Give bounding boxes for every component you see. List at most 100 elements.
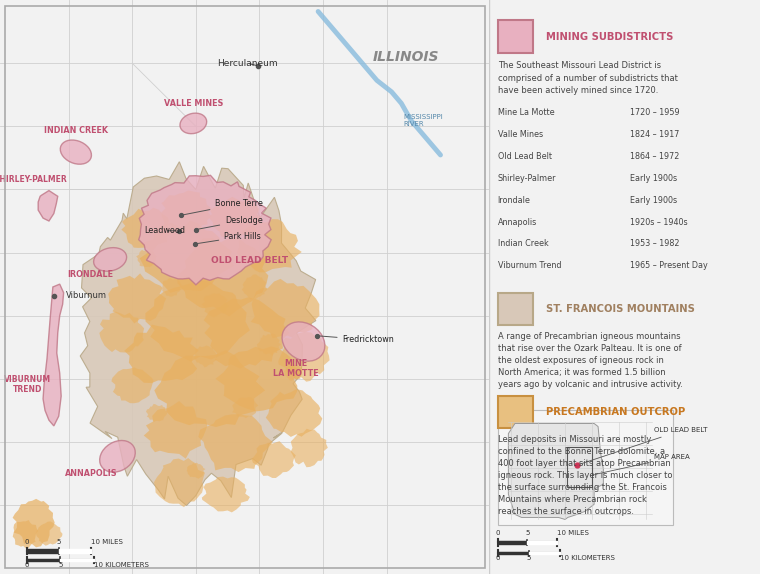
Text: Leadwood: Leadwood	[144, 226, 185, 235]
Text: INDIAN CREEK: INDIAN CREEK	[44, 126, 108, 135]
Text: 5: 5	[58, 561, 62, 568]
Ellipse shape	[100, 440, 135, 472]
Text: Fredricktown: Fredricktown	[320, 335, 394, 344]
Polygon shape	[140, 220, 234, 293]
Ellipse shape	[282, 322, 325, 361]
Text: MINING SUBDISTRICTS: MINING SUBDISTRICTS	[546, 32, 673, 42]
Text: 5: 5	[525, 530, 530, 536]
Text: OLD LEAD BELT: OLD LEAD BELT	[580, 428, 708, 464]
Polygon shape	[291, 429, 328, 467]
Polygon shape	[278, 332, 330, 382]
Polygon shape	[177, 237, 268, 316]
Text: MINE
LA MOTTE: MINE LA MOTTE	[274, 359, 319, 378]
Text: A range of Precambrian igneous mountains
that rise over the Ozark Palteau. It is: A range of Precambrian igneous mountains…	[498, 332, 682, 389]
Polygon shape	[508, 424, 603, 519]
Polygon shape	[108, 273, 166, 324]
Polygon shape	[257, 333, 281, 356]
FancyBboxPatch shape	[498, 410, 673, 525]
Polygon shape	[112, 367, 154, 404]
Text: Annapolis: Annapolis	[498, 218, 537, 227]
Polygon shape	[36, 521, 62, 546]
Text: The Southeast Missouri Lead District is
comprised of a number of subdistricts th: The Southeast Missouri Lead District is …	[498, 61, 677, 95]
Text: ILLINOIS: ILLINOIS	[373, 51, 439, 64]
Polygon shape	[251, 279, 319, 338]
Text: 10 KILOMETERS: 10 KILOMETERS	[560, 555, 615, 561]
Text: Lead deposits in Missouri are mostly
confined to the Bonne Terre dolomite, a
400: Lead deposits in Missouri are mostly con…	[498, 435, 672, 517]
Text: MISSISSIPPI
RIVER: MISSISSIPPI RIVER	[404, 114, 444, 127]
Text: 1953 – 1982: 1953 – 1982	[630, 239, 679, 249]
Polygon shape	[202, 476, 250, 513]
Text: MAP AREA: MAP AREA	[594, 455, 690, 475]
Text: Bonne Terre: Bonne Terre	[184, 199, 263, 215]
Text: ANNAPOLIS: ANNAPOLIS	[65, 469, 118, 478]
Polygon shape	[13, 520, 38, 548]
Ellipse shape	[180, 113, 207, 134]
Polygon shape	[154, 350, 265, 427]
Text: Early 1900s: Early 1900s	[630, 196, 677, 205]
FancyBboxPatch shape	[498, 293, 533, 325]
Text: 1920s – 1940s: 1920s – 1940s	[630, 218, 688, 227]
Text: 10 MILES: 10 MILES	[90, 539, 122, 545]
Text: 1864 – 1972: 1864 – 1972	[630, 152, 679, 161]
Polygon shape	[209, 197, 261, 238]
Text: PRECAMBRIAN OUTCROP: PRECAMBRIAN OUTCROP	[546, 407, 686, 417]
Text: VIBURNUM
TREND: VIBURNUM TREND	[4, 375, 51, 394]
Text: Mine La Motte: Mine La Motte	[498, 108, 554, 118]
Text: VALLE MINES: VALLE MINES	[163, 99, 223, 108]
Polygon shape	[13, 499, 55, 548]
Text: Old Lead Belt: Old Lead Belt	[498, 152, 552, 161]
Polygon shape	[43, 284, 64, 426]
Text: 5: 5	[527, 555, 530, 561]
Text: 0: 0	[496, 530, 500, 536]
Text: Deslodge: Deslodge	[198, 216, 263, 229]
Ellipse shape	[93, 247, 127, 272]
Text: Viburnum: Viburnum	[66, 291, 107, 300]
Polygon shape	[187, 463, 205, 479]
Text: 0: 0	[496, 555, 500, 561]
Polygon shape	[100, 312, 144, 352]
Text: 5: 5	[56, 539, 61, 545]
Polygon shape	[124, 325, 199, 383]
Polygon shape	[198, 414, 273, 472]
Polygon shape	[163, 278, 182, 297]
Ellipse shape	[60, 140, 91, 164]
Text: Shirley-Palmer: Shirley-Palmer	[498, 174, 556, 183]
Text: OLD LEAD BELT: OLD LEAD BELT	[211, 255, 288, 265]
Text: Herculaneum: Herculaneum	[217, 59, 277, 68]
Text: 10 KILOMETERS: 10 KILOMETERS	[94, 561, 149, 568]
Polygon shape	[242, 274, 268, 299]
Polygon shape	[161, 191, 211, 233]
Polygon shape	[266, 389, 322, 437]
Text: 1965 – Present Day: 1965 – Present Day	[630, 261, 708, 270]
Text: SHIRLEY-PALMER: SHIRLEY-PALMER	[0, 174, 68, 184]
Text: 0: 0	[24, 561, 29, 568]
Polygon shape	[145, 281, 250, 362]
Polygon shape	[136, 249, 157, 267]
FancyBboxPatch shape	[498, 20, 533, 53]
Polygon shape	[204, 297, 290, 369]
Polygon shape	[215, 346, 301, 412]
Polygon shape	[81, 162, 316, 506]
Polygon shape	[237, 219, 302, 273]
Text: 0: 0	[24, 539, 29, 545]
Polygon shape	[194, 346, 218, 367]
Polygon shape	[144, 401, 207, 459]
Polygon shape	[139, 175, 271, 285]
Text: ST. FRANCOIS MOUNTAINS: ST. FRANCOIS MOUNTAINS	[546, 304, 695, 314]
Text: Viburnum Trend: Viburnum Trend	[498, 261, 561, 270]
Polygon shape	[38, 191, 58, 221]
Polygon shape	[154, 458, 205, 507]
Text: Irondale: Irondale	[498, 196, 530, 205]
Polygon shape	[252, 441, 296, 478]
Text: Park Hills: Park Hills	[198, 232, 261, 243]
Text: Valle Mines: Valle Mines	[498, 130, 543, 139]
Text: IRONDALE: IRONDALE	[68, 270, 113, 279]
Text: 1824 – 1917: 1824 – 1917	[630, 130, 679, 139]
Text: Indian Creek: Indian Creek	[498, 239, 548, 249]
Polygon shape	[201, 293, 228, 317]
Polygon shape	[232, 397, 258, 418]
FancyBboxPatch shape	[498, 396, 533, 428]
Polygon shape	[283, 364, 302, 381]
Text: 10 MILES: 10 MILES	[557, 530, 589, 536]
Text: 1720 – 1959: 1720 – 1959	[630, 108, 679, 118]
